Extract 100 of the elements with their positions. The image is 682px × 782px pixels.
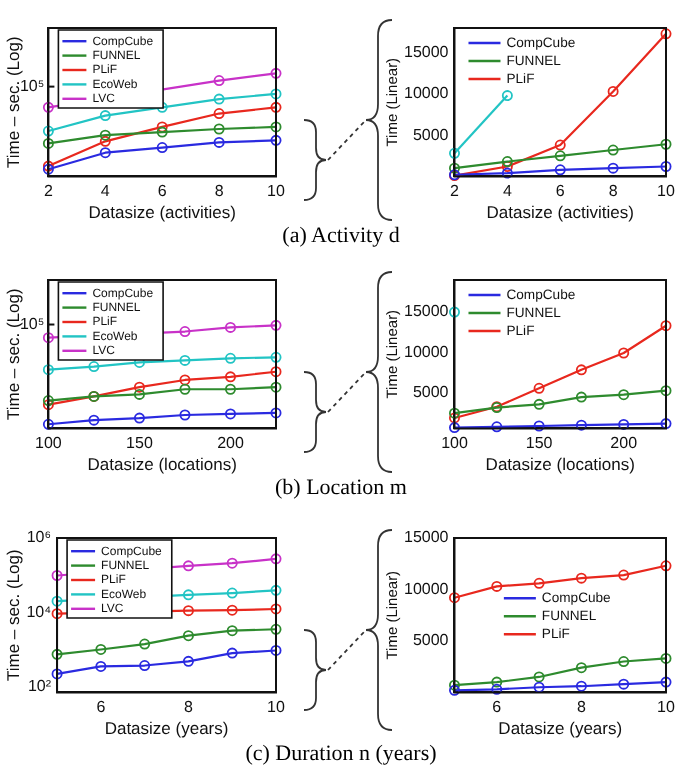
point [270, 407, 282, 419]
point [533, 681, 545, 693]
x-tick-label: 150 [525, 434, 554, 453]
x-axis-title: Datasize (years) [498, 718, 623, 739]
y-tick-label: 5000 [412, 631, 450, 650]
y-tick-label: 5000 [412, 382, 450, 401]
point [51, 648, 63, 660]
x-tick-label: 8 [576, 698, 587, 717]
point [607, 85, 619, 97]
point [270, 553, 282, 565]
point [270, 88, 282, 100]
x-tick-label: 4 [100, 182, 111, 201]
y-tick-label: 10000 [403, 342, 450, 361]
point [270, 603, 282, 615]
point [491, 683, 503, 695]
point [607, 162, 619, 174]
point [213, 123, 225, 135]
point [618, 347, 630, 359]
point [213, 75, 225, 87]
point [156, 121, 168, 133]
point [182, 605, 194, 617]
point [179, 409, 191, 421]
x-tick-label: 6 [96, 698, 107, 717]
point [491, 676, 503, 688]
point [182, 560, 194, 572]
point [270, 319, 282, 331]
point [42, 137, 54, 149]
y-tick-label: 15000 [403, 528, 450, 547]
x-tick-label: 2 [450, 182, 461, 201]
x-tick-label: 10 [267, 182, 286, 201]
point [448, 407, 460, 419]
point [607, 144, 619, 156]
point [575, 419, 587, 431]
point [533, 382, 545, 394]
point [226, 647, 238, 659]
x-tick-label: 200 [610, 434, 639, 453]
point [182, 630, 194, 642]
point [554, 164, 566, 176]
point [270, 134, 282, 146]
point [448, 412, 460, 424]
point [660, 28, 672, 40]
point [226, 625, 238, 637]
y-axis-title: Time – sec. (Log) [2, 549, 23, 682]
y-tick-label: 15000 [403, 43, 450, 62]
x-tick-label: 150 [126, 434, 154, 453]
point [660, 652, 672, 664]
point [182, 655, 194, 667]
point [51, 595, 63, 607]
point [51, 569, 63, 581]
x-tick-label: 6 [492, 698, 503, 717]
point [270, 121, 282, 133]
point [575, 391, 587, 403]
point [51, 608, 63, 620]
point [618, 656, 630, 668]
point [575, 680, 587, 692]
point [133, 388, 145, 400]
point [42, 364, 54, 376]
point [660, 385, 672, 397]
x-axis-title: Datasize (locations) [87, 454, 238, 475]
point [448, 679, 460, 691]
point [224, 408, 236, 420]
point [224, 383, 236, 395]
point [660, 418, 672, 430]
y-tick-label: 10000 [403, 84, 450, 103]
point [99, 147, 111, 159]
point [224, 352, 236, 364]
y-tick-label: 10000 [403, 579, 450, 598]
text: 10⁵ [19, 77, 45, 96]
point [156, 126, 168, 138]
x-tick-label: 10 [657, 182, 676, 201]
y-tick-label: 10² [27, 677, 52, 696]
point [533, 577, 545, 589]
point [213, 136, 225, 148]
x-tick-label: 200 [217, 434, 245, 453]
point [575, 364, 587, 376]
y-axis-title: Time – sec. (Log) [2, 36, 23, 169]
point [139, 638, 151, 650]
y-tick-label: 10⁴ [26, 602, 53, 621]
point [179, 383, 191, 395]
point [182, 589, 194, 601]
point [448, 592, 460, 604]
point [42, 418, 54, 430]
x-tick-label: 8 [608, 182, 619, 201]
x-axis-title: Datasize (activities) [486, 202, 635, 223]
point [270, 381, 282, 393]
point [448, 306, 460, 318]
point [179, 326, 191, 338]
point [554, 139, 566, 151]
point [179, 354, 191, 366]
x-tick-label: 10 [267, 698, 286, 717]
point [501, 156, 513, 168]
y-tick-label: 5000 [412, 125, 450, 144]
y-tick-label: 10⁶ [26, 528, 52, 547]
point [660, 676, 672, 688]
point [448, 162, 460, 174]
point [224, 371, 236, 383]
point [226, 557, 238, 569]
point [99, 129, 111, 141]
point [448, 422, 460, 434]
y-axis-title: Time – sec. (Log) [2, 288, 23, 421]
